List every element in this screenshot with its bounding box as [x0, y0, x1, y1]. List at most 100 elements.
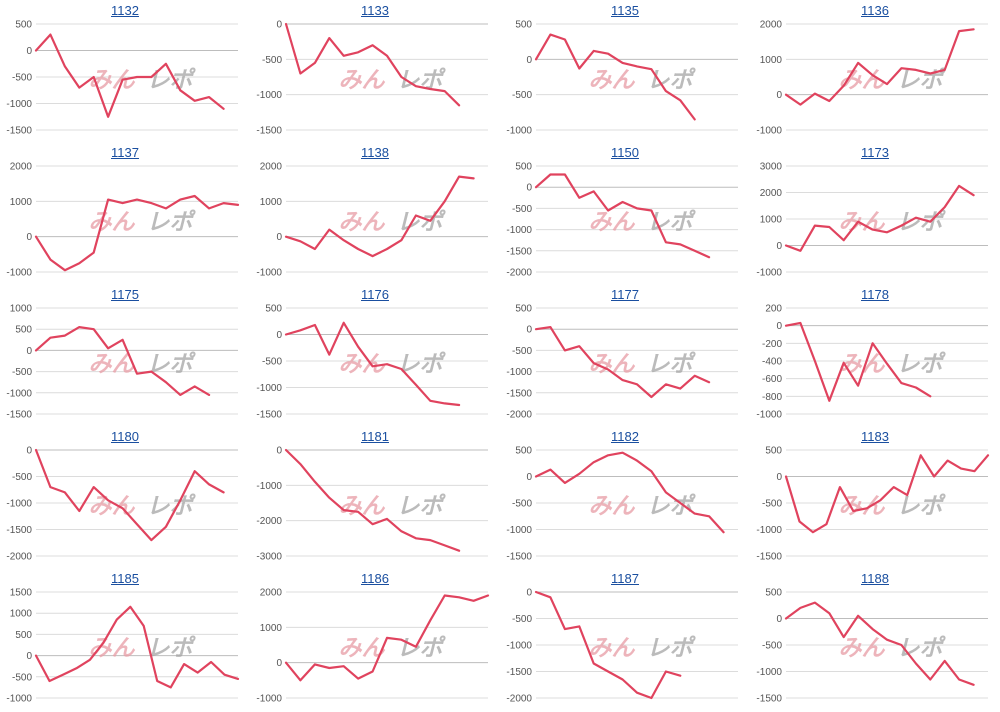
y-tick-label: -1500: [6, 126, 32, 137]
chart-title-link[interactable]: 1133: [361, 3, 389, 18]
y-tick-label: -1500: [756, 552, 782, 563]
y-tick-label: -2000: [506, 694, 532, 705]
chart-title-link[interactable]: 1176: [361, 287, 389, 302]
chart-title-link[interactable]: 1175: [111, 287, 139, 302]
y-tick-label: 0: [776, 241, 782, 252]
y-tick-label: -1000: [256, 383, 282, 394]
y-tick-label: -1500: [506, 388, 532, 399]
series-line: [284, 594, 490, 682]
y-tick-label: -1000: [506, 525, 532, 536]
chart-panel: 2000 1000 0 -1000 みん レポ 1136: [750, 0, 1000, 142]
chart-title-link[interactable]: 1180: [111, 429, 139, 444]
y-tick-label: -500: [512, 499, 532, 510]
y-tick-label: 200: [765, 304, 782, 315]
chart-title-link[interactable]: 1132: [111, 3, 139, 18]
chart-svg: 500 0 -500 -1000 みん レポ: [506, 20, 738, 137]
y-tick-label: -2000: [506, 268, 532, 279]
y-tick-label: -200: [762, 339, 782, 350]
y-tick-label: -1000: [6, 694, 32, 705]
y-tick-label: -1500: [6, 410, 32, 421]
y-tick-label: -1500: [756, 694, 782, 705]
watermark-logo-part1: みん: [89, 636, 136, 662]
series-line: [784, 321, 932, 402]
chart-title-link[interactable]: 1138: [361, 145, 389, 160]
series-line: [34, 194, 240, 272]
series-line: [284, 321, 461, 407]
y-tick-label: -1000: [756, 268, 782, 279]
y-tick-label: 0: [776, 472, 782, 483]
y-tick-label: -1000: [6, 99, 32, 110]
chart-title-link[interactable]: 1135: [611, 3, 639, 18]
y-tick-label: -500: [12, 73, 32, 84]
y-tick-label: -500: [512, 346, 532, 357]
watermark-logo-part2: レポ: [647, 636, 697, 662]
y-tick-label: -1000: [6, 388, 32, 399]
y-tick-label: -500: [12, 472, 32, 483]
y-tick-label: 500: [515, 304, 532, 315]
y-tick-label: -500: [262, 55, 282, 66]
chart-title-link[interactable]: 1185: [111, 571, 139, 586]
y-tick-label: 0: [276, 330, 282, 341]
y-tick-label: -2000: [256, 516, 282, 527]
chart-panel: 500 0 -500 -1000 -1500 -2000 みん レポ 1150: [500, 142, 750, 284]
series-line: [284, 448, 461, 552]
watermark-logo-part2: レポ: [647, 68, 697, 94]
chart-title-link[interactable]: 1136: [861, 3, 889, 18]
chart-panel: 0 -500 -1000 -1500 -2000 みん レポ 1180: [0, 426, 250, 568]
y-tick-label: 0: [26, 651, 32, 662]
chart-title-link[interactable]: 1187: [611, 571, 639, 586]
y-tick-label: -500: [762, 499, 782, 510]
y-tick-label: -1500: [506, 246, 532, 257]
watermark-logo-part2: レポ: [397, 636, 447, 662]
y-tick-label: 2000: [760, 20, 783, 31]
series-line: [34, 325, 211, 397]
y-tick-label: 1000: [10, 609, 33, 620]
watermark-logo-part2: レポ: [647, 210, 697, 236]
y-tick-label: -1000: [256, 90, 282, 101]
chart-title-link[interactable]: 1178: [861, 287, 889, 302]
y-tick-label: -1500: [506, 667, 532, 678]
y-tick-label: 0: [776, 90, 782, 101]
chart-panel: 500 0 -500 -1000 -1500 -2000 みん レポ 1177: [500, 284, 750, 426]
chart-title-link[interactable]: 1137: [111, 145, 139, 160]
y-tick-label: 500: [765, 446, 782, 457]
chart-title-link[interactable]: 1182: [611, 429, 639, 444]
chart-title-link[interactable]: 1177: [611, 287, 639, 302]
y-tick-label: 2000: [10, 162, 33, 173]
y-tick-label: -1000: [256, 268, 282, 279]
watermark-logo-part1: みん: [589, 210, 636, 236]
y-tick-label: 500: [15, 630, 32, 641]
y-tick-label: 0: [26, 232, 32, 243]
chart-title-link[interactable]: 1173: [861, 145, 889, 160]
chart-title-link[interactable]: 1181: [361, 429, 389, 444]
y-tick-label: -1500: [6, 525, 32, 536]
chart-panel: 0 -500 -1000 -1500 -2000 みん レポ 1187: [500, 568, 750, 710]
y-tick-label: -1000: [756, 126, 782, 137]
y-tick-label: 500: [15, 20, 32, 31]
series-line: [784, 184, 975, 252]
chart-title-link[interactable]: 1186: [361, 571, 389, 586]
series-line: [534, 173, 711, 259]
y-tick-label: 500: [515, 446, 532, 457]
y-tick-label: 2000: [260, 162, 283, 173]
series-line: [34, 605, 240, 689]
watermark-logo-part2: レポ: [147, 210, 197, 236]
y-tick-label: -500: [262, 357, 282, 368]
y-tick-label: 0: [26, 446, 32, 457]
chart-title-link[interactable]: 1188: [861, 571, 889, 586]
y-tick-label: -1000: [506, 126, 532, 137]
chart-title-link[interactable]: 1150: [611, 145, 639, 160]
y-tick-label: -1000: [256, 481, 282, 492]
chart-title-link[interactable]: 1183: [861, 429, 889, 444]
